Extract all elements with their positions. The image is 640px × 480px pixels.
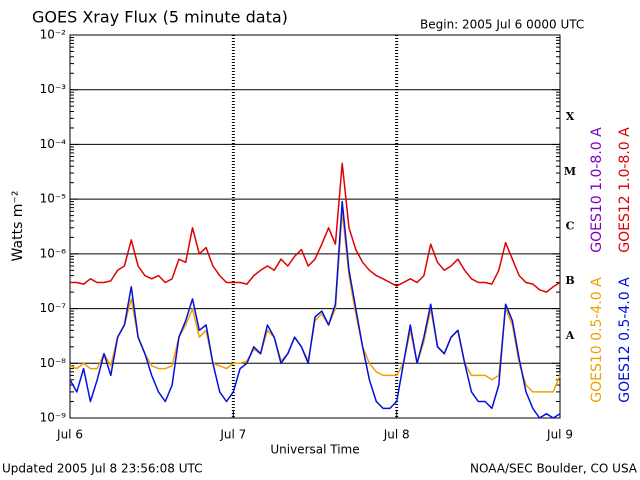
legend-entry: GOES12 0.5-4.0 A <box>617 277 633 403</box>
flare-class-label: M <box>564 165 576 178</box>
flare-class-label: B <box>565 274 574 287</box>
x-tick-label: Jul 9 <box>546 428 573 442</box>
x-axis-label: Universal Time <box>270 443 359 457</box>
legend-entry: GOES10 1.0-8.0 A <box>589 127 605 253</box>
chart-subtitle: Begin: 2005 Jul 6 0000 UTC <box>420 18 584 32</box>
legend-entry: GOES12 1.0-8.0 A <box>617 127 633 253</box>
y-tick-label: 10⁻³ <box>40 82 67 96</box>
footer-right: NOAA/SEC Boulder, CO USA <box>470 462 638 476</box>
x-tick-label: Jul 8 <box>383 428 410 442</box>
flare-class-label: X <box>566 110 575 123</box>
y-axis-label: Watts m⁻² <box>10 191 26 262</box>
y-tick-label: 10⁻⁴ <box>40 137 67 151</box>
legend-entry: GOES10 0.5-4.0 A <box>589 277 605 403</box>
y-tick-label: 10⁻⁸ <box>40 356 67 370</box>
y-tick-label: 10⁻⁶ <box>40 246 67 260</box>
flare-class-label: A <box>565 329 575 342</box>
y-tick-label: 10⁻⁷ <box>40 301 67 315</box>
flare-class-label: C <box>566 220 575 233</box>
chart-title: GOES Xray Flux (5 minute data) <box>32 8 288 27</box>
x-tick-label: Jul 7 <box>219 428 246 442</box>
series-line <box>69 200 561 419</box>
y-tick-label: 10⁻⁹ <box>40 411 67 425</box>
footer-left: Updated 2005 Jul 8 23:56:08 UTC <box>2 462 202 476</box>
plot-frame <box>69 34 561 419</box>
y-tick-label: 10⁻² <box>40 28 67 42</box>
y-tick-label: 10⁻⁵ <box>40 192 67 206</box>
series-line <box>70 162 561 293</box>
x-tick-label: Jul 6 <box>56 428 83 442</box>
